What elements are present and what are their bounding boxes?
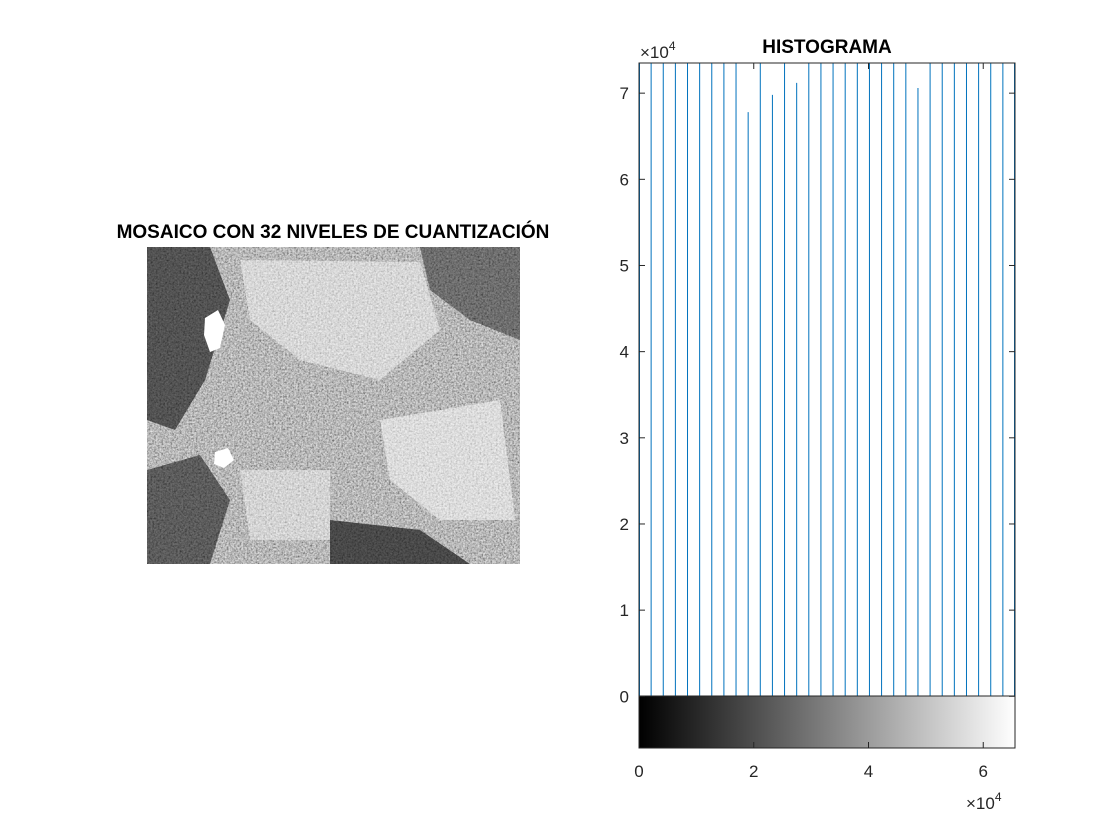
y-tick-label: 3: [620, 429, 629, 448]
mosaic-title: MOSAICO CON 32 NIVELES DE CUANTIZACIÓN: [117, 221, 550, 243]
y-tick-label: 6: [620, 170, 629, 189]
y-tick-label: 5: [620, 256, 629, 275]
y-tick-label: 7: [620, 84, 629, 103]
y-tick-label: 2: [620, 515, 629, 534]
axes-box: [638, 62, 1016, 749]
x-tick-label: 4: [864, 762, 873, 781]
mosaic-image: [147, 247, 520, 564]
y-axis-ticks: 0 1 2 3 4 5 6 7: [620, 84, 1015, 706]
mosaic-panel: MOSAICO CON 32 NIVELES DE CUANTIZACIÓN: [117, 221, 550, 564]
y-tick-label: 0: [620, 687, 629, 706]
y-tick-label: 1: [620, 601, 629, 620]
y-tick-label: 4: [620, 343, 629, 362]
x-tick-label: 6: [979, 762, 988, 781]
x-axis-ticks: 0 2 4 6: [634, 63, 988, 781]
histogram-axes: HISTOGRAMA ×104 ×104 0 1 2 3 4 5 6 7 0 2 4 6: [620, 37, 1016, 813]
colorbar: [638, 695, 1016, 749]
x-axis-multiplier: ×104: [966, 790, 1002, 813]
x-tick-label: 0: [634, 762, 643, 781]
chart-title: HISTOGRAMA: [762, 37, 892, 58]
histogram-bars: [639, 63, 1015, 697]
y-axis-multiplier: ×104: [640, 39, 676, 62]
plot-area: [639, 63, 1015, 696]
x-tick-label: 2: [749, 762, 758, 781]
